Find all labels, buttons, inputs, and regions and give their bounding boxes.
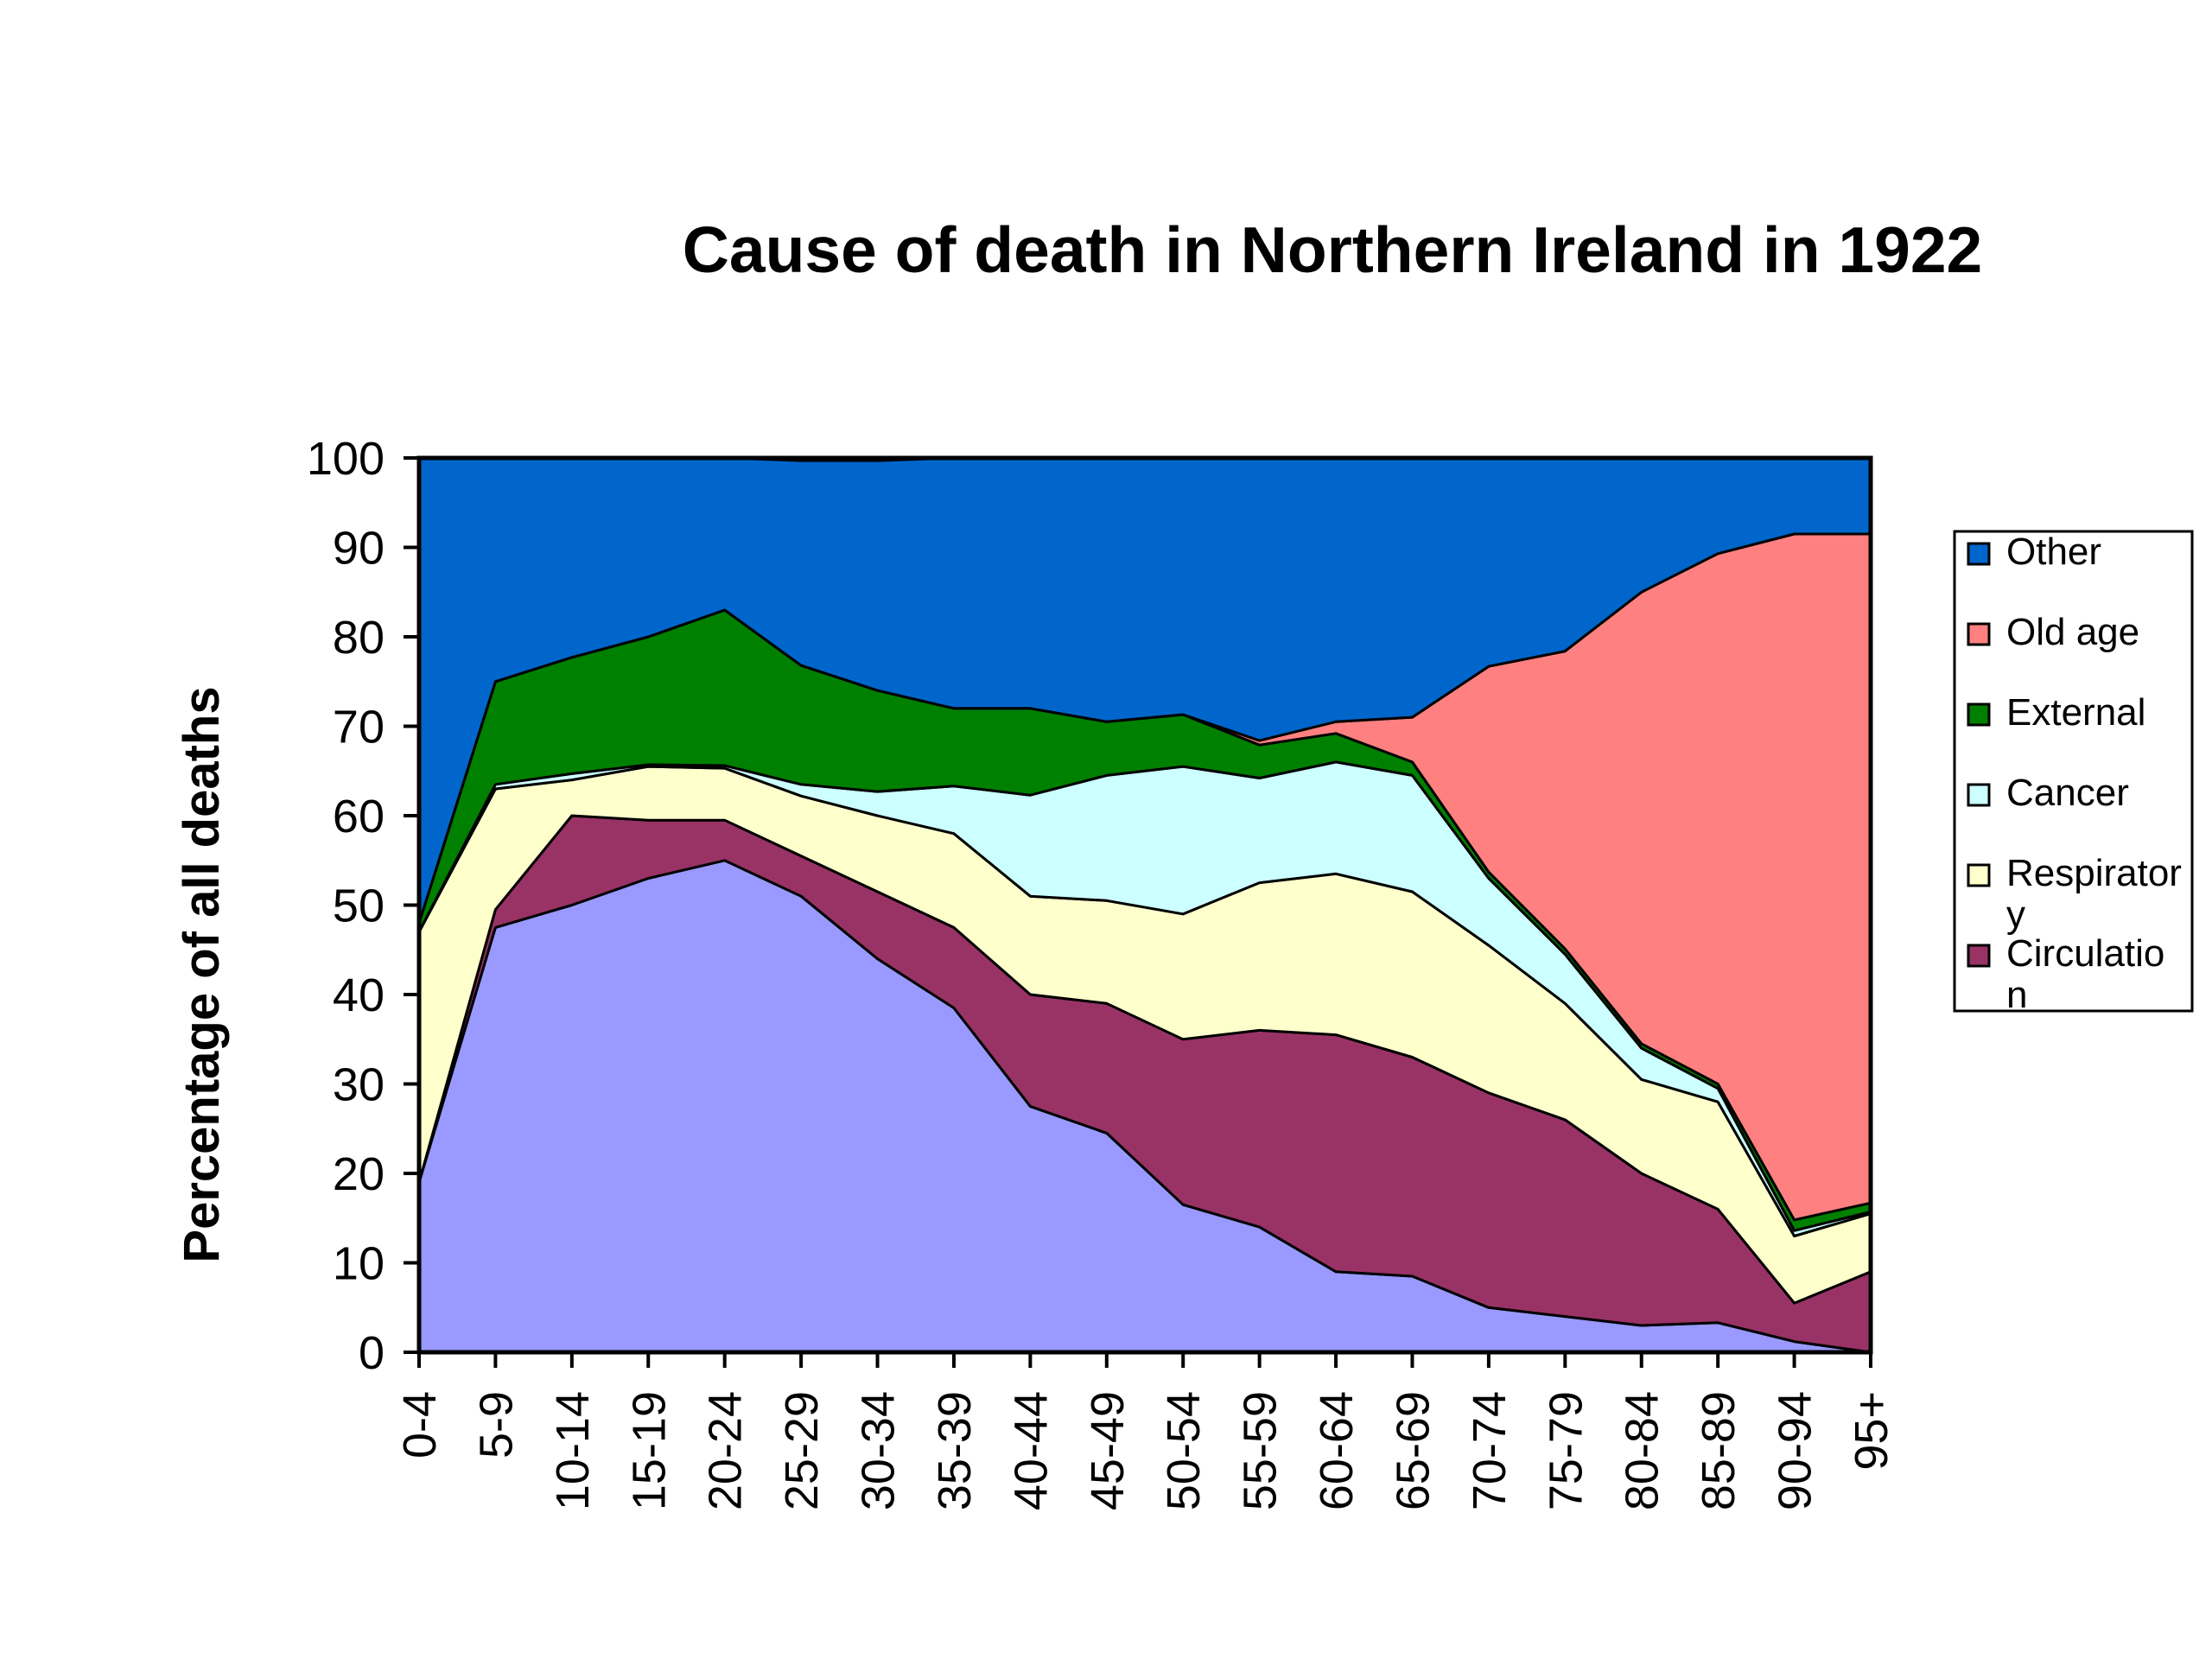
y-tick-label: 90 [333, 523, 385, 575]
x-tick-label: 60-64 [1311, 1391, 1363, 1510]
legend-label: Respirator y [2006, 852, 2182, 936]
y-tick-label: 40 [333, 969, 385, 1021]
x-tick-label: 15-19 [623, 1391, 675, 1510]
x-tick-label: 55-59 [1235, 1391, 1287, 1510]
x-tick-label: 90-94 [1770, 1391, 1821, 1510]
x-tick-label: 20-24 [700, 1391, 752, 1510]
chart-title: Cause of death in Northern Ireland in 19… [683, 213, 1983, 286]
y-tick-label: 70 [333, 702, 385, 753]
x-tick-label: 70-74 [1464, 1391, 1516, 1510]
x-tick-label: 0-4 [394, 1391, 446, 1459]
y-tick-label: 80 [333, 612, 385, 664]
legend-label: External [2006, 691, 2145, 734]
y-tick-label: 10 [333, 1238, 385, 1290]
x-tick-label: 75-79 [1540, 1391, 1592, 1510]
legend: Other Old age External Cancer Respirator yCir… [1953, 530, 2194, 1016]
y-tick-label: 20 [333, 1148, 385, 1200]
x-tick-label: 65-69 [1388, 1391, 1440, 1510]
y-axis-label: Percentage of all deaths [174, 686, 230, 1262]
legend-swatch [1967, 944, 1991, 968]
x-tick-label: 25-29 [776, 1391, 828, 1510]
y-tick-label: 100 [307, 433, 385, 485]
legend-swatch [1967, 542, 1991, 566]
legend-swatch [1967, 783, 1991, 807]
x-axis: 0-4 5-9 10-14 15-19 20-24 25-29 30-34 35-39 40-4… [394, 1352, 1897, 1510]
y-tick-label: 60 [333, 791, 385, 842]
legend-box [1953, 530, 2194, 1013]
legend-label: Cancer [2006, 772, 2129, 814]
x-tick-label: 80-84 [1617, 1391, 1669, 1510]
legend-swatch [1967, 702, 1991, 727]
x-tick-label: 30-34 [853, 1391, 905, 1510]
x-tick-label: 50-54 [1158, 1391, 1210, 1510]
legend-swatch [1967, 622, 1991, 646]
legend-label: Circulatio n [2006, 932, 2164, 1016]
y-axis: 0 10 20 30 40 50 60 70 80 90 100 [307, 433, 419, 1379]
y-tick-label: 30 [333, 1059, 385, 1111]
x-tick-label: 45-49 [1082, 1391, 1134, 1510]
plot-areas [417, 456, 1872, 1354]
x-tick-label: 85-89 [1693, 1391, 1745, 1510]
x-tick-label: 40-44 [1005, 1391, 1057, 1510]
x-tick-label: 95+ [1846, 1391, 1897, 1471]
y-tick-label: 50 [333, 880, 385, 932]
x-tick-label: 10-14 [547, 1391, 599, 1510]
legend-label: Other [2006, 531, 2101, 573]
x-tick-label: 5-9 [470, 1391, 522, 1459]
legend-label: Old age [2006, 611, 2139, 653]
y-tick-label: 0 [359, 1327, 385, 1379]
x-tick-label: 35-39 [929, 1391, 981, 1510]
legend-swatch [1967, 863, 1991, 887]
